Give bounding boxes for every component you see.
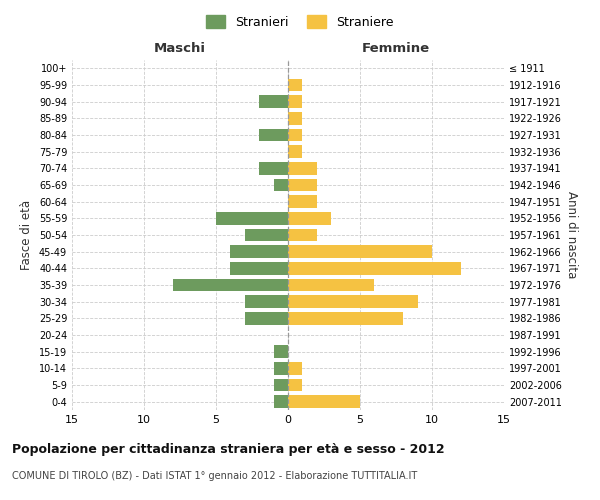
Bar bbox=[288, 246, 432, 258]
Bar bbox=[288, 162, 317, 174]
Bar bbox=[216, 212, 288, 224]
Text: Femmine: Femmine bbox=[362, 42, 430, 55]
Bar bbox=[274, 396, 288, 408]
Bar bbox=[230, 246, 288, 258]
Text: COMUNE DI TIROLO (BZ) - Dati ISTAT 1° gennaio 2012 - Elaborazione TUTTITALIA.IT: COMUNE DI TIROLO (BZ) - Dati ISTAT 1° ge… bbox=[12, 471, 417, 481]
Bar bbox=[288, 379, 302, 391]
Bar bbox=[288, 179, 317, 192]
Bar bbox=[288, 96, 302, 108]
Bar bbox=[274, 362, 288, 374]
Bar bbox=[288, 279, 374, 291]
Bar bbox=[288, 129, 302, 141]
Bar bbox=[259, 162, 288, 174]
Y-axis label: Anni di nascita: Anni di nascita bbox=[565, 192, 578, 278]
Bar bbox=[288, 296, 418, 308]
Bar bbox=[259, 96, 288, 108]
Bar bbox=[288, 396, 360, 408]
Bar bbox=[245, 296, 288, 308]
Y-axis label: Fasce di età: Fasce di età bbox=[20, 200, 33, 270]
Bar bbox=[274, 379, 288, 391]
Legend: Stranieri, Straniere: Stranieri, Straniere bbox=[203, 11, 397, 32]
Bar bbox=[173, 279, 288, 291]
Bar bbox=[288, 312, 403, 324]
Bar bbox=[288, 212, 331, 224]
Bar bbox=[230, 262, 288, 274]
Bar bbox=[274, 346, 288, 358]
Bar bbox=[245, 312, 288, 324]
Bar bbox=[274, 179, 288, 192]
Bar bbox=[288, 362, 302, 374]
Bar bbox=[288, 146, 302, 158]
Bar bbox=[288, 196, 317, 208]
Bar bbox=[259, 129, 288, 141]
Bar bbox=[288, 79, 302, 92]
Text: Popolazione per cittadinanza straniera per età e sesso - 2012: Popolazione per cittadinanza straniera p… bbox=[12, 442, 445, 456]
Bar bbox=[288, 262, 461, 274]
Bar bbox=[288, 112, 302, 124]
Text: Maschi: Maschi bbox=[154, 42, 206, 55]
Bar bbox=[245, 229, 288, 241]
Bar bbox=[288, 229, 317, 241]
